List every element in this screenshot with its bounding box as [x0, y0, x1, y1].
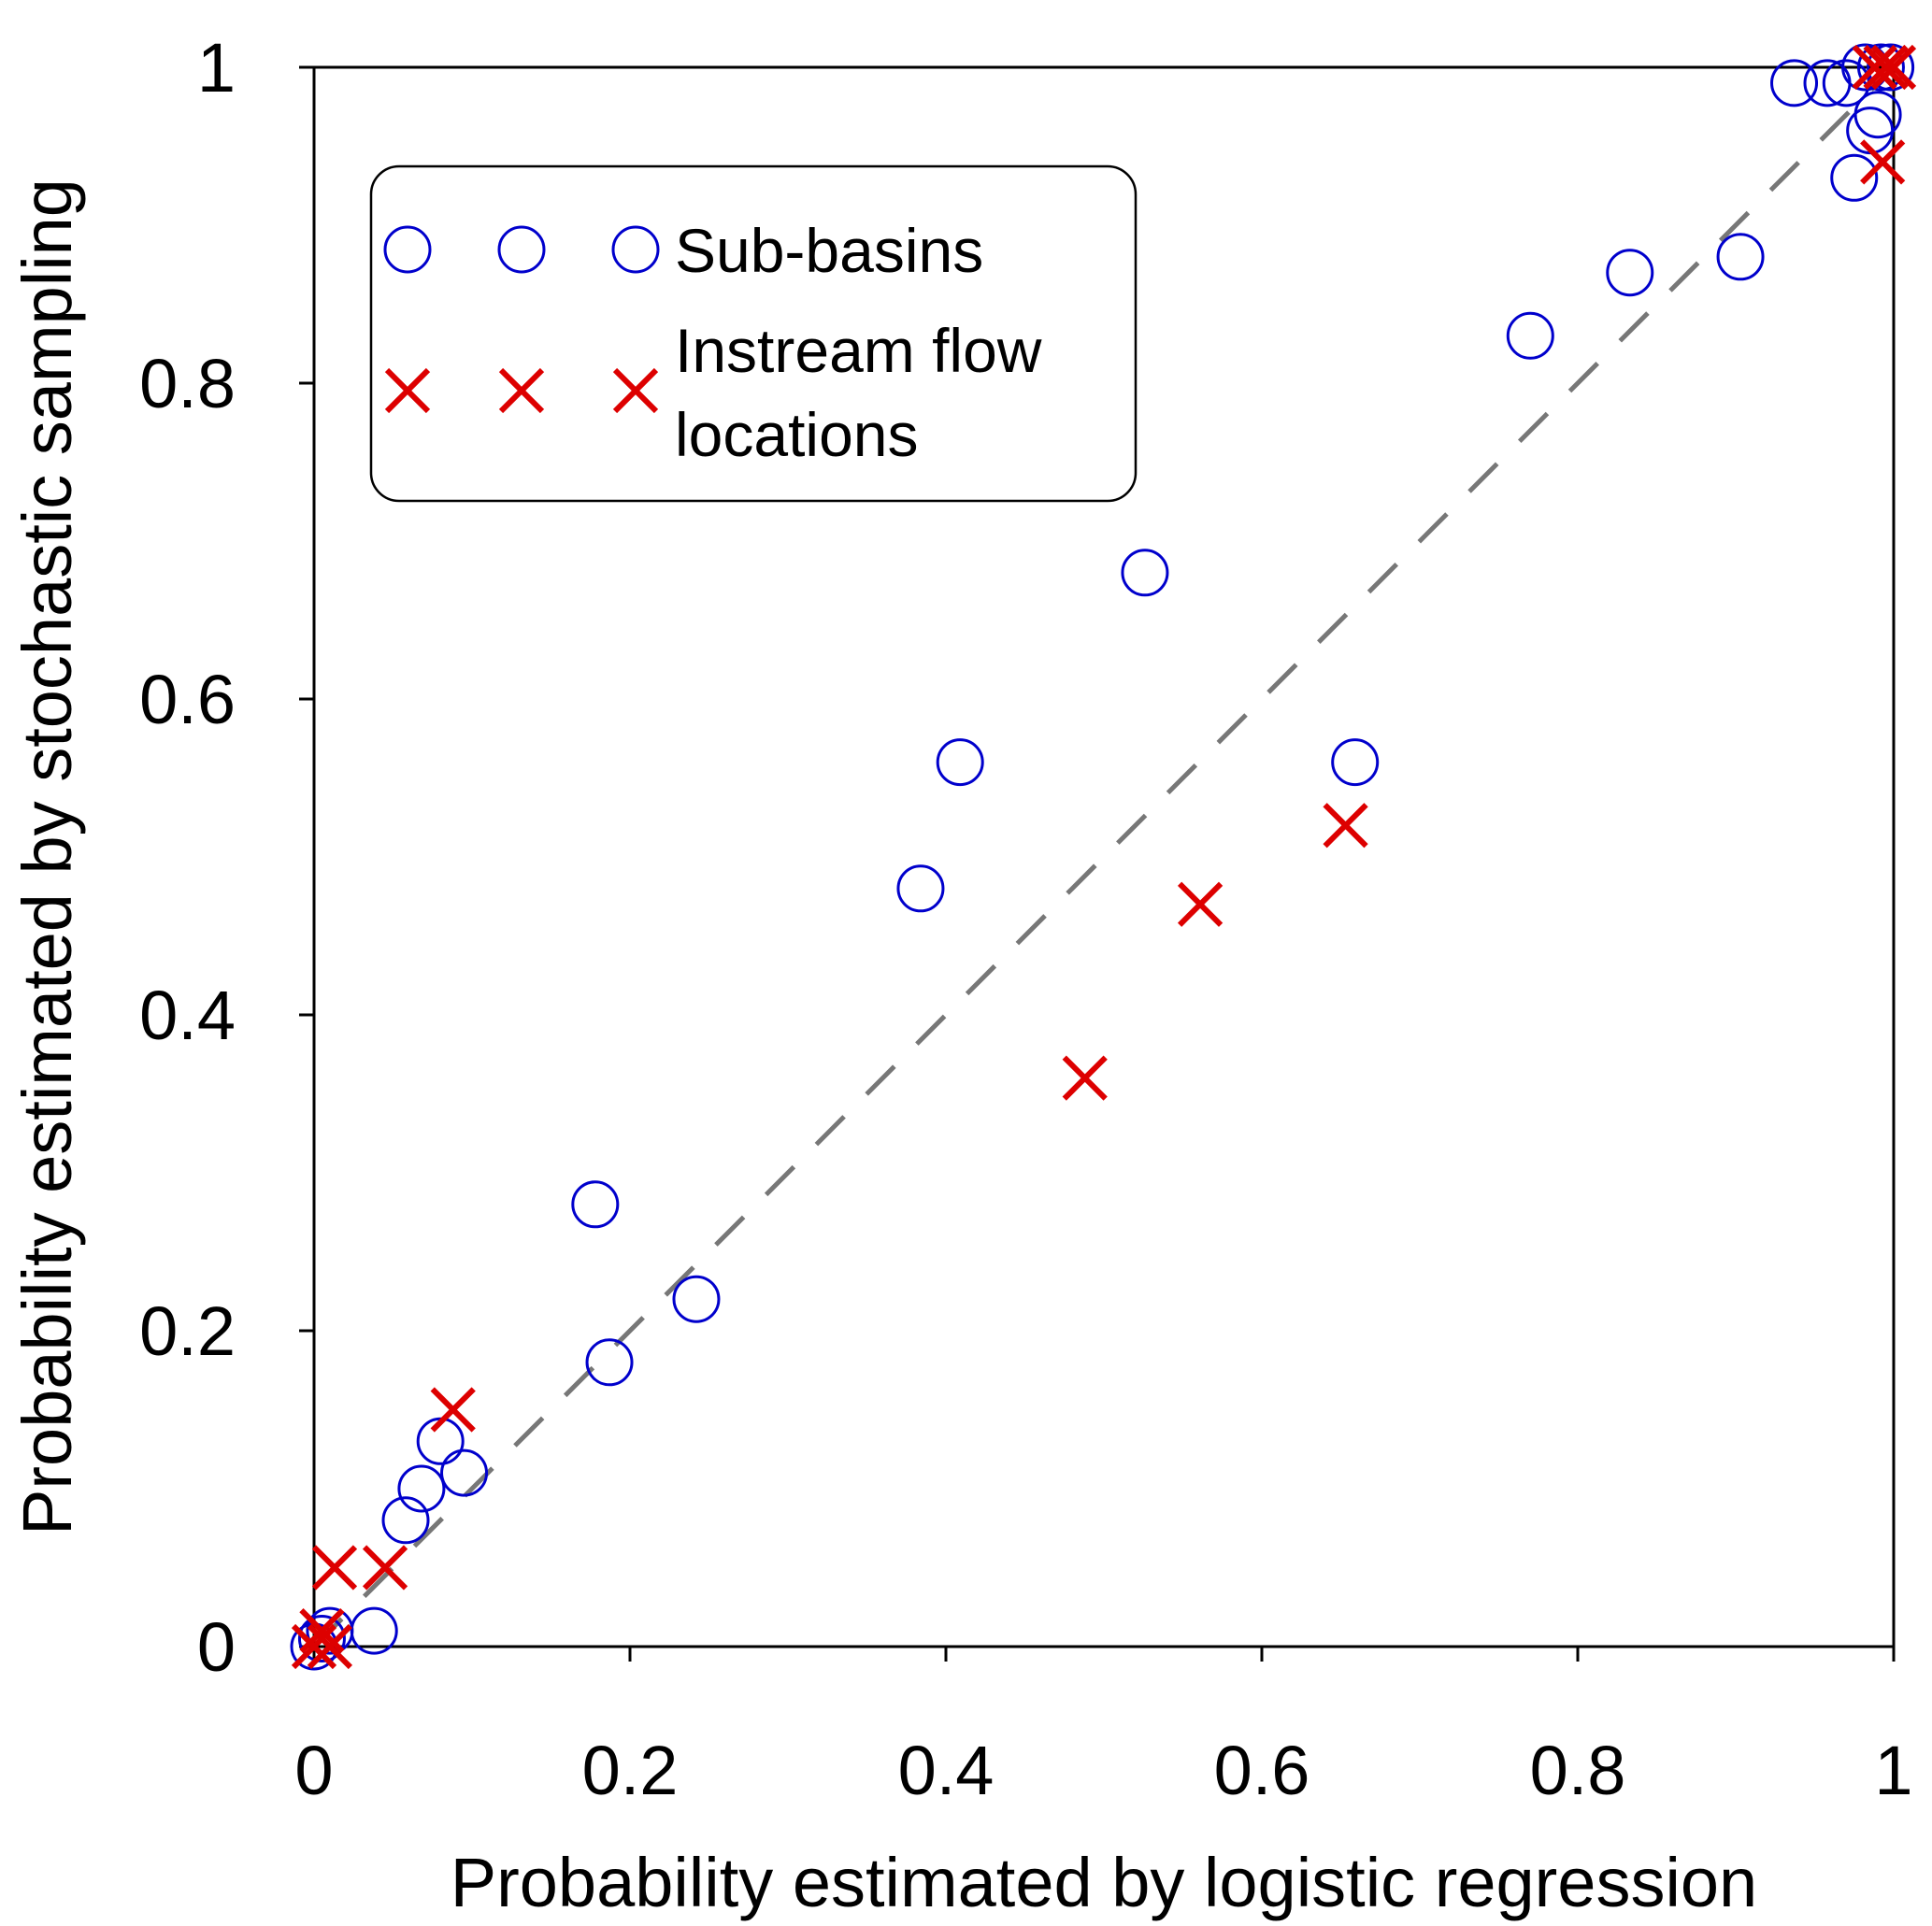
y-tick-label: 0.4 [139, 977, 236, 1054]
y-axis-label: Probability estimated by stochastic samp… [8, 178, 86, 1535]
y-tick-label: 1 [197, 29, 236, 107]
x-axis-label: Probability estimated by logistic regres… [451, 1844, 1757, 1921]
y-tick-label: 0.2 [139, 1292, 236, 1370]
legend-label-instream-line1: Instream flow [675, 316, 1042, 385]
sub-basin-point [1830, 153, 1879, 202]
sub-basin-point [1770, 59, 1819, 107]
reference-line [312, 65, 1896, 1648]
sub-basin-point [1331, 738, 1380, 787]
instream-flow-point [1863, 44, 1909, 91]
legend-label-sub-basins: Sub-basins [675, 216, 983, 285]
instream-flow-point [430, 1387, 476, 1433]
sub-basin-point [1506, 311, 1554, 360]
sub-basin-point [350, 1606, 398, 1655]
sub-basin-point [381, 1496, 430, 1545]
instream-flow-point [1870, 44, 1917, 91]
sub-basin-point [1867, 43, 1915, 92]
legend-x-marker [498, 367, 545, 414]
instream-flow-point [1323, 803, 1368, 849]
legend-x-marker [612, 367, 659, 414]
plot-frame [312, 65, 1896, 1648]
sub-basin-point [585, 1338, 634, 1387]
legend-circle-marker [611, 225, 660, 274]
x-tick-label: 0.4 [898, 1732, 995, 1809]
y-tick-label: 0 [197, 1608, 236, 1686]
legend-x-marker [384, 367, 431, 414]
instream-flow-point [311, 1545, 358, 1591]
legend: Sub-basins Instream flow locations [369, 164, 1138, 503]
sub-basin-point [1716, 233, 1765, 281]
instream-flow-point [1177, 881, 1224, 927]
sub-basin-point [936, 738, 984, 787]
legend-markers [383, 225, 660, 414]
sub-basin-point [896, 864, 945, 913]
x-tick-label: 0.6 [1214, 1732, 1310, 1809]
instream-flow-point [1062, 1055, 1108, 1101]
legend-circle-marker [497, 225, 546, 274]
sub-basin-point [571, 1180, 620, 1229]
x-tick-label: 0 [294, 1732, 333, 1809]
y-tick-label: 0.8 [139, 345, 236, 422]
legend-box [369, 164, 1138, 503]
legend-circle-marker [383, 225, 432, 274]
sub-basin-point [672, 1275, 721, 1323]
y-tick-label: 0.6 [139, 661, 236, 738]
data-points [290, 43, 1917, 1671]
sub-basin-point [1606, 249, 1654, 297]
x-tick-label: 1 [1874, 1732, 1912, 1809]
instream-flow-point [1860, 139, 1906, 185]
sub-basin-point [297, 1615, 346, 1663]
legend-label-instream-line2: locations [675, 400, 919, 469]
sub-basin-point [1856, 43, 1905, 92]
instream-flow-point [1852, 44, 1897, 91]
instream-flow-point [307, 1623, 353, 1670]
sub-basin-point [1121, 549, 1169, 597]
x-tick-label: 0.8 [1530, 1732, 1626, 1809]
instream-flow-point [362, 1545, 408, 1591]
sub-basin-point [440, 1448, 489, 1497]
sub-basin-point [397, 1464, 446, 1513]
y-axis-ticks: 0 0.2 0.4 0.6 0.8 1 [139, 29, 314, 1686]
x-tick-label: 0.2 [582, 1732, 679, 1809]
x-axis-ticks: 0 0.2 0.4 0.6 0.8 1 [294, 1647, 1913, 1809]
